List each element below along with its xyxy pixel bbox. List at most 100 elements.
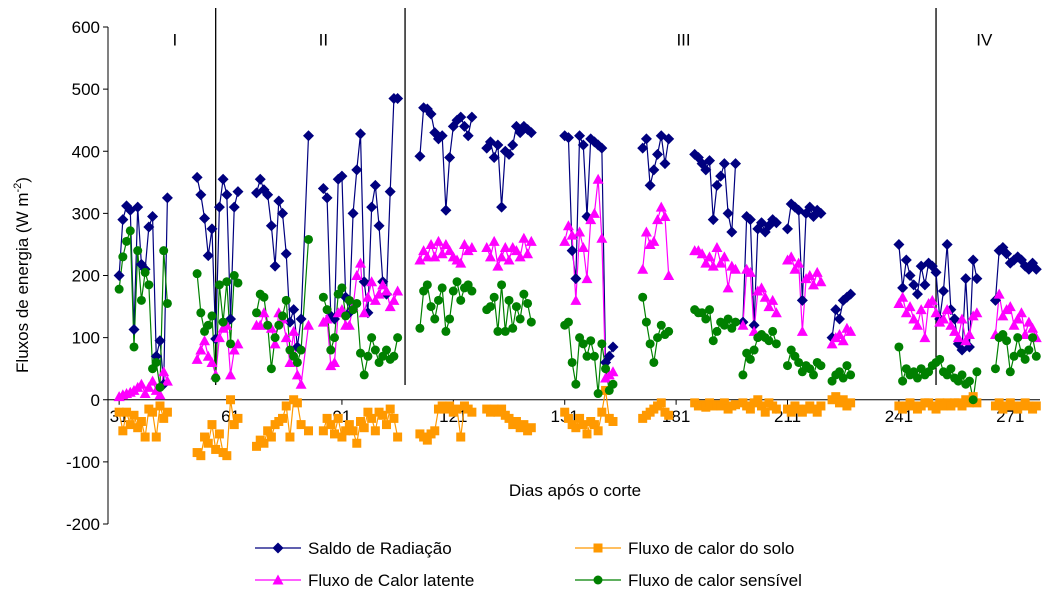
data-point xyxy=(508,323,518,333)
data-point xyxy=(763,301,775,312)
data-point xyxy=(796,325,808,336)
y-tick-label: -100 xyxy=(66,453,100,472)
data-point xyxy=(764,336,774,346)
data-point xyxy=(448,286,458,296)
data-point xyxy=(964,376,974,386)
data-point xyxy=(162,407,172,417)
data-point xyxy=(384,186,396,198)
data-point xyxy=(845,325,857,336)
data-point xyxy=(707,260,719,271)
data-point xyxy=(281,401,291,411)
data-point xyxy=(574,226,586,237)
data-point xyxy=(195,344,207,355)
data-point xyxy=(154,389,166,400)
data-point xyxy=(203,320,213,330)
y-axis-title: Fluxos de energia (W m-2) xyxy=(12,177,32,373)
data-point xyxy=(381,345,391,355)
data-point xyxy=(846,398,856,408)
data-point xyxy=(915,304,927,315)
data-point xyxy=(648,164,660,176)
data-point xyxy=(812,407,822,417)
data-point xyxy=(218,317,228,327)
data-point xyxy=(458,238,470,249)
data-point xyxy=(292,398,302,408)
data-point xyxy=(389,351,399,361)
data-point xyxy=(830,304,842,316)
data-point xyxy=(894,342,904,352)
legend-label: Fluxo de calor sensível xyxy=(628,571,802,590)
data-point xyxy=(737,319,749,330)
data-point xyxy=(295,313,307,325)
data-point xyxy=(452,404,462,414)
data-point xyxy=(1031,401,1041,411)
data-point xyxy=(718,158,730,170)
data-point xyxy=(592,173,604,184)
data-point xyxy=(842,361,852,371)
data-point xyxy=(637,142,649,154)
data-point xyxy=(155,401,165,411)
data-point xyxy=(730,158,742,170)
data-point xyxy=(484,251,496,262)
data-point xyxy=(148,407,158,417)
data-point xyxy=(563,413,573,423)
data-point xyxy=(588,207,600,218)
data-point xyxy=(589,351,599,361)
data-point xyxy=(143,221,155,233)
data-point xyxy=(908,279,920,291)
data-point xyxy=(274,320,284,330)
data-point xyxy=(233,278,243,288)
data-point xyxy=(392,285,404,296)
data-point xyxy=(207,420,217,430)
data-point xyxy=(161,375,173,386)
data-point xyxy=(833,329,845,340)
data-point xyxy=(436,248,448,259)
data-point xyxy=(147,375,159,386)
data-point xyxy=(381,420,391,430)
data-point xyxy=(333,413,343,423)
data-point xyxy=(504,295,514,305)
data-point xyxy=(304,234,314,244)
data-point xyxy=(122,407,132,417)
data-point xyxy=(730,263,742,274)
data-point xyxy=(897,291,909,302)
data-point xyxy=(213,201,225,213)
data-point xyxy=(351,164,363,176)
data-point xyxy=(199,212,211,224)
data-point xyxy=(444,245,456,256)
data-point xyxy=(436,130,448,142)
data-point xyxy=(946,364,956,374)
data-point xyxy=(344,420,354,430)
data-point xyxy=(392,92,404,104)
data-point xyxy=(456,432,466,442)
data-point xyxy=(259,292,269,302)
data-point xyxy=(919,332,931,343)
y-title-text: Fluxos de energia (W m xyxy=(13,193,32,373)
data-point xyxy=(433,295,443,305)
data-point xyxy=(731,400,741,410)
data-point xyxy=(329,356,341,367)
data-point xyxy=(771,404,781,414)
period-label: II xyxy=(319,31,328,50)
data-point xyxy=(352,438,362,448)
data-point xyxy=(418,245,430,256)
data-point xyxy=(641,317,651,327)
data-point xyxy=(597,339,607,349)
data-point xyxy=(519,289,529,299)
data-point xyxy=(133,423,143,433)
data-point xyxy=(760,407,770,417)
data-point xyxy=(214,280,224,290)
data-point xyxy=(291,369,303,380)
data-point xyxy=(504,413,514,423)
data-point xyxy=(1030,263,1042,275)
data-point xyxy=(336,170,348,182)
y-tick-label: 300 xyxy=(72,204,100,223)
data-point xyxy=(284,316,296,328)
data-point xyxy=(711,242,723,253)
data-point xyxy=(393,333,403,343)
data-point xyxy=(652,148,664,160)
data-point xyxy=(266,432,276,442)
data-point xyxy=(492,260,504,271)
data-point xyxy=(770,217,782,229)
data-point xyxy=(904,270,916,281)
data-point xyxy=(649,357,659,367)
